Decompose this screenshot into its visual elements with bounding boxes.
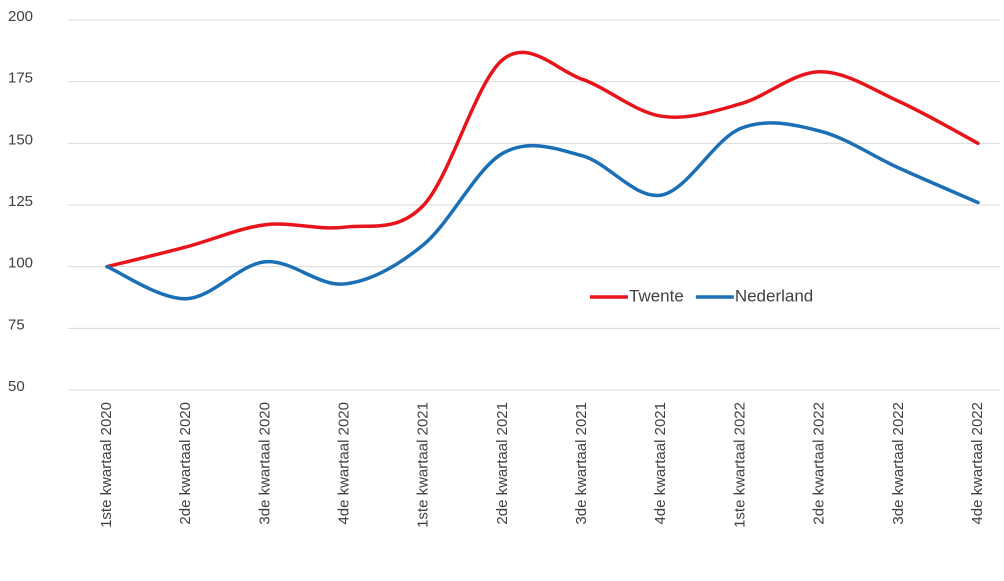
x-tick-label: 3de kwartaal 2022	[890, 402, 907, 525]
x-tick-label: 3de kwartaal 2020	[256, 402, 273, 525]
x-tick-label: 3de kwartaal 2021	[573, 402, 590, 525]
x-tick-label: 4de kwartaal 2022	[969, 402, 986, 525]
x-tick-label: 4de kwartaal 2020	[336, 402, 353, 525]
y-tick-label: 125	[8, 193, 33, 210]
x-tick-label: 1ste kwartaal 2020	[98, 402, 115, 528]
y-tick-label: 100	[8, 255, 33, 272]
legend: Twente Nederland	[590, 286, 813, 305]
y-tick-label: 175	[8, 70, 33, 87]
x-tick-label: 2de kwartaal 2021	[494, 402, 511, 525]
x-tick-label: 1ste kwartaal 2022	[731, 402, 748, 528]
x-tick-label: 1ste kwartaal 2021	[415, 402, 432, 528]
legend-label: Nederland	[735, 286, 813, 305]
y-tick-label: 50	[8, 378, 25, 395]
x-tick-label: 2de kwartaal 2022	[811, 402, 828, 525]
y-tick-label: 75	[8, 316, 25, 333]
x-tick-label: 2de kwartaal 2020	[177, 402, 194, 525]
y-tick-label: 200	[8, 8, 33, 25]
y-tick-label: 150	[8, 131, 33, 148]
legend-label: Twente	[629, 286, 684, 305]
line	[105, 121, 980, 301]
line	[105, 50, 980, 269]
x-tick-label: 4de kwartaal 2021	[652, 402, 669, 525]
